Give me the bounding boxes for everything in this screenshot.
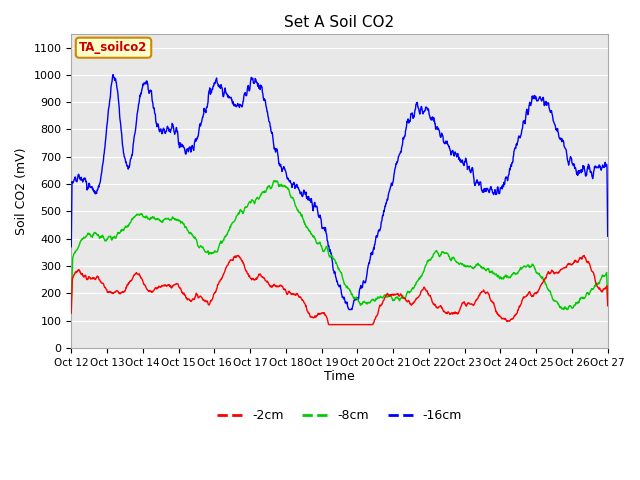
X-axis label: Time: Time	[324, 370, 355, 384]
Title: Set A Soil CO2: Set A Soil CO2	[284, 15, 394, 30]
Text: TA_soilco2: TA_soilco2	[79, 41, 148, 54]
Y-axis label: Soil CO2 (mV): Soil CO2 (mV)	[15, 147, 28, 235]
Legend: -2cm, -8cm, -16cm: -2cm, -8cm, -16cm	[212, 404, 467, 427]
